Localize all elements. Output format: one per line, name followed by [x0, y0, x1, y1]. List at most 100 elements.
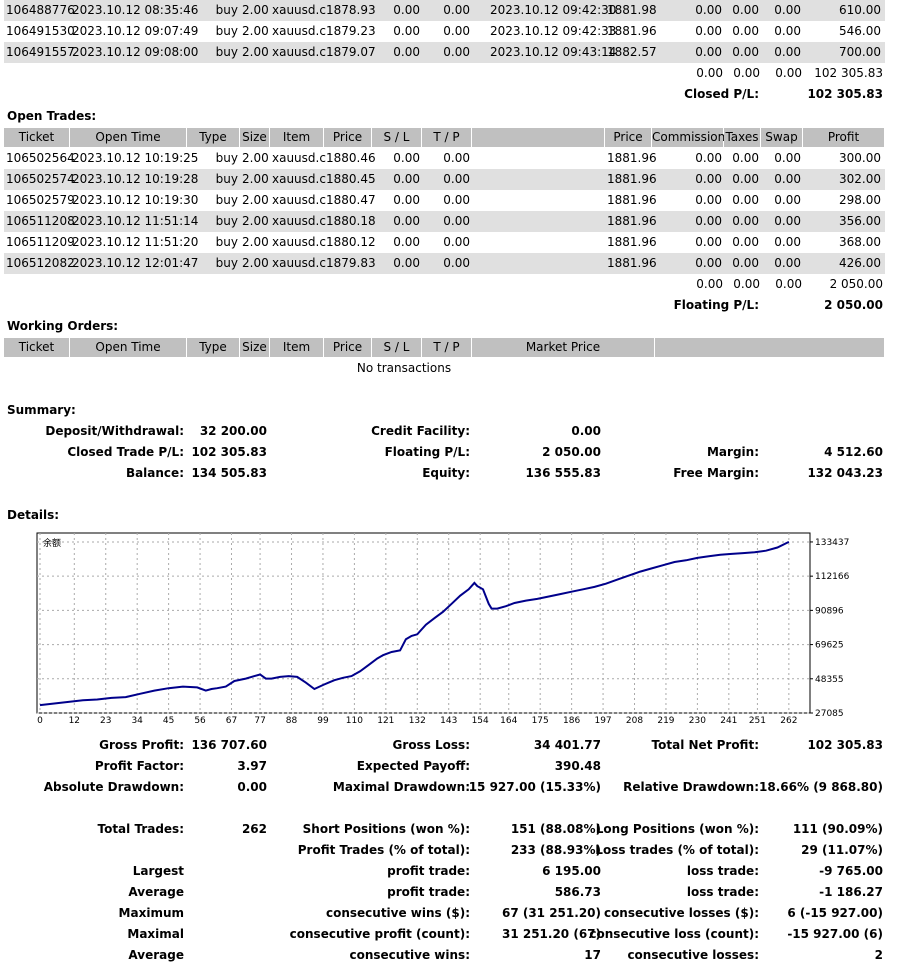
total-trades-label: Total Trades:	[97, 822, 184, 836]
closed-trade-row: 106491530 2023.10.12 09:07:49 buy 2.00 xauus…	[4, 21, 885, 42]
open-trade-cell: 0.00	[695, 172, 722, 186]
profit-trades-value: 233 (88.93%)	[510, 843, 601, 857]
credit-value: 0.00	[571, 424, 601, 438]
chart-grid	[37, 533, 810, 714]
closed-trade-cell: 2023.10.12 09:42:33	[490, 24, 617, 38]
x-tick-label: 164	[500, 716, 517, 726]
floating-pl-value: 2 050.00	[824, 298, 883, 312]
chart-plot-area	[36, 532, 811, 714]
closed-trade-cell: 106491530	[6, 24, 75, 38]
closed-trade-cell: 610.00	[839, 3, 881, 17]
profit-factor-value: 3.97	[237, 759, 267, 773]
open-trade-cell: xauusd.c	[272, 214, 326, 228]
open-trade-cell: 2023.10.12 11:51:14	[72, 214, 199, 228]
column-header	[472, 128, 604, 147]
open-trade-cell: xauusd.c	[272, 256, 326, 270]
closed-trade-cell: buy	[215, 45, 238, 59]
closed-trade-cell: 0.00	[695, 45, 722, 59]
x-tick-label: 77	[254, 716, 265, 726]
closed-trade-cell: 0.00	[774, 3, 801, 17]
open-trade-cell: 106502564	[6, 151, 75, 165]
open-trade-cell: 0.00	[774, 235, 801, 249]
closed-trade-cell: xauusd.c	[272, 45, 326, 59]
maximal-drawdown-value: 15 927.00 (15.33%)	[468, 780, 601, 794]
free-margin-value: 132 043.23	[807, 466, 883, 480]
open-trade-cell: 0.00	[774, 256, 801, 270]
closed-trade-cell: 0.00	[393, 45, 420, 59]
maximal-consecutive-profit-label: consecutive profit (count):	[289, 927, 470, 941]
open-trade-cell: 0.00	[732, 256, 759, 270]
column-header: Size	[240, 128, 269, 147]
open-trade-cell	[474, 211, 603, 232]
closed-trade-cell: 2.00	[242, 45, 269, 59]
open-trade-cell	[474, 232, 603, 253]
average-label: Average	[128, 885, 184, 899]
open-trade-cell: 0.00	[393, 151, 420, 165]
closed-trade-cell: 0.00	[393, 3, 420, 17]
open-trade-cell: 106512082	[6, 256, 75, 270]
closed-trade-cell: 1879.23	[326, 24, 376, 38]
x-tick-label: 241	[720, 716, 737, 726]
relative-drawdown-label: Relative Drawdown:	[623, 780, 759, 794]
expected-payoff-value: 390.48	[554, 759, 601, 773]
average-profit-value: 586.73	[554, 885, 601, 899]
max-consecutive-wins-label: consecutive wins ($):	[325, 906, 470, 920]
long-positions-value: 111 (90.09%)	[792, 822, 883, 836]
closed-trade-cell: 0.00	[443, 3, 470, 17]
loss-trades-label: Loss trades (% of total):	[595, 843, 759, 857]
open-trade-cell: buy	[215, 235, 238, 249]
y-tick-label: 133437	[815, 538, 849, 548]
margin-label: Margin:	[706, 445, 759, 459]
open-trade-cell	[474, 148, 603, 169]
column-header: Profit	[803, 128, 884, 147]
balance-label: Balance:	[125, 466, 184, 480]
x-tick-label: 154	[472, 716, 489, 726]
closed-trade-cell: 2.00	[242, 24, 269, 38]
x-tick-label: 175	[532, 716, 549, 726]
closed-trade-pl-label: Closed Trade P/L:	[67, 445, 184, 459]
y-tick-label: 27085	[815, 709, 844, 719]
short-positions-value: 151 (88.08%)	[510, 822, 601, 836]
balance-series-line	[39, 541, 790, 707]
open-trade-cell: xauusd.c	[272, 193, 326, 207]
open-total-profit: 2 050.00	[829, 277, 883, 291]
chart-title: 余额	[43, 537, 61, 549]
absolute-drawdown-value: 0.00	[237, 780, 267, 794]
open-trade-cell: 0.00	[774, 193, 801, 207]
expected-payoff-label: Expected Payoff:	[356, 759, 470, 773]
open-trade-cell: 2.00	[242, 256, 269, 270]
average-loss-value: -1 186.27	[819, 885, 883, 899]
working-orders-title: Working Orders:	[7, 319, 119, 333]
closed-trade-cell: 2.00	[242, 3, 269, 17]
open-trade-cell: 2.00	[242, 235, 269, 249]
equity-value: 136 555.83	[525, 466, 601, 480]
closed-trade-cell: 0.00	[774, 24, 801, 38]
x-tick-label: 99	[317, 716, 329, 726]
open-trade-cell: 0.00	[393, 235, 420, 249]
summary-title: Summary:	[7, 403, 76, 417]
x-tick-label: 251	[749, 716, 766, 726]
open-trade-cell: 2023.10.12 11:51:20	[72, 235, 199, 249]
closed-total-profit: 102 305.83	[814, 66, 883, 80]
maximal-label: Maximal	[127, 927, 184, 941]
closed-trade-cell: 0.00	[732, 45, 759, 59]
open-trade-cell: 0.00	[443, 256, 470, 270]
closed-trade-cell: 106488776	[6, 3, 75, 17]
total-trades-value: 262	[241, 822, 267, 836]
closed-trade-cell: 0.00	[443, 24, 470, 38]
equity-label: Equity:	[422, 466, 470, 480]
closed-trade-cell: 1879.07	[326, 45, 376, 59]
open-trade-cell: 0.00	[695, 235, 722, 249]
closed-trade-pl-value: 102 305.83	[191, 445, 267, 459]
closed-trade-cell: 2023.10.12 08:35:46	[72, 3, 199, 17]
open-trade-cell: 2.00	[242, 172, 269, 186]
column-header: Open Time	[70, 128, 186, 147]
closed-trade-cell: 0.00	[732, 3, 759, 17]
average2-label: Average	[128, 948, 184, 962]
deposit-label: Deposit/Withdrawal:	[45, 424, 184, 438]
open-trade-cell: 0.00	[393, 193, 420, 207]
maximum-label: Maximum	[118, 906, 184, 920]
avg-consecutive-losses-label: consecutive losses:	[627, 948, 759, 962]
